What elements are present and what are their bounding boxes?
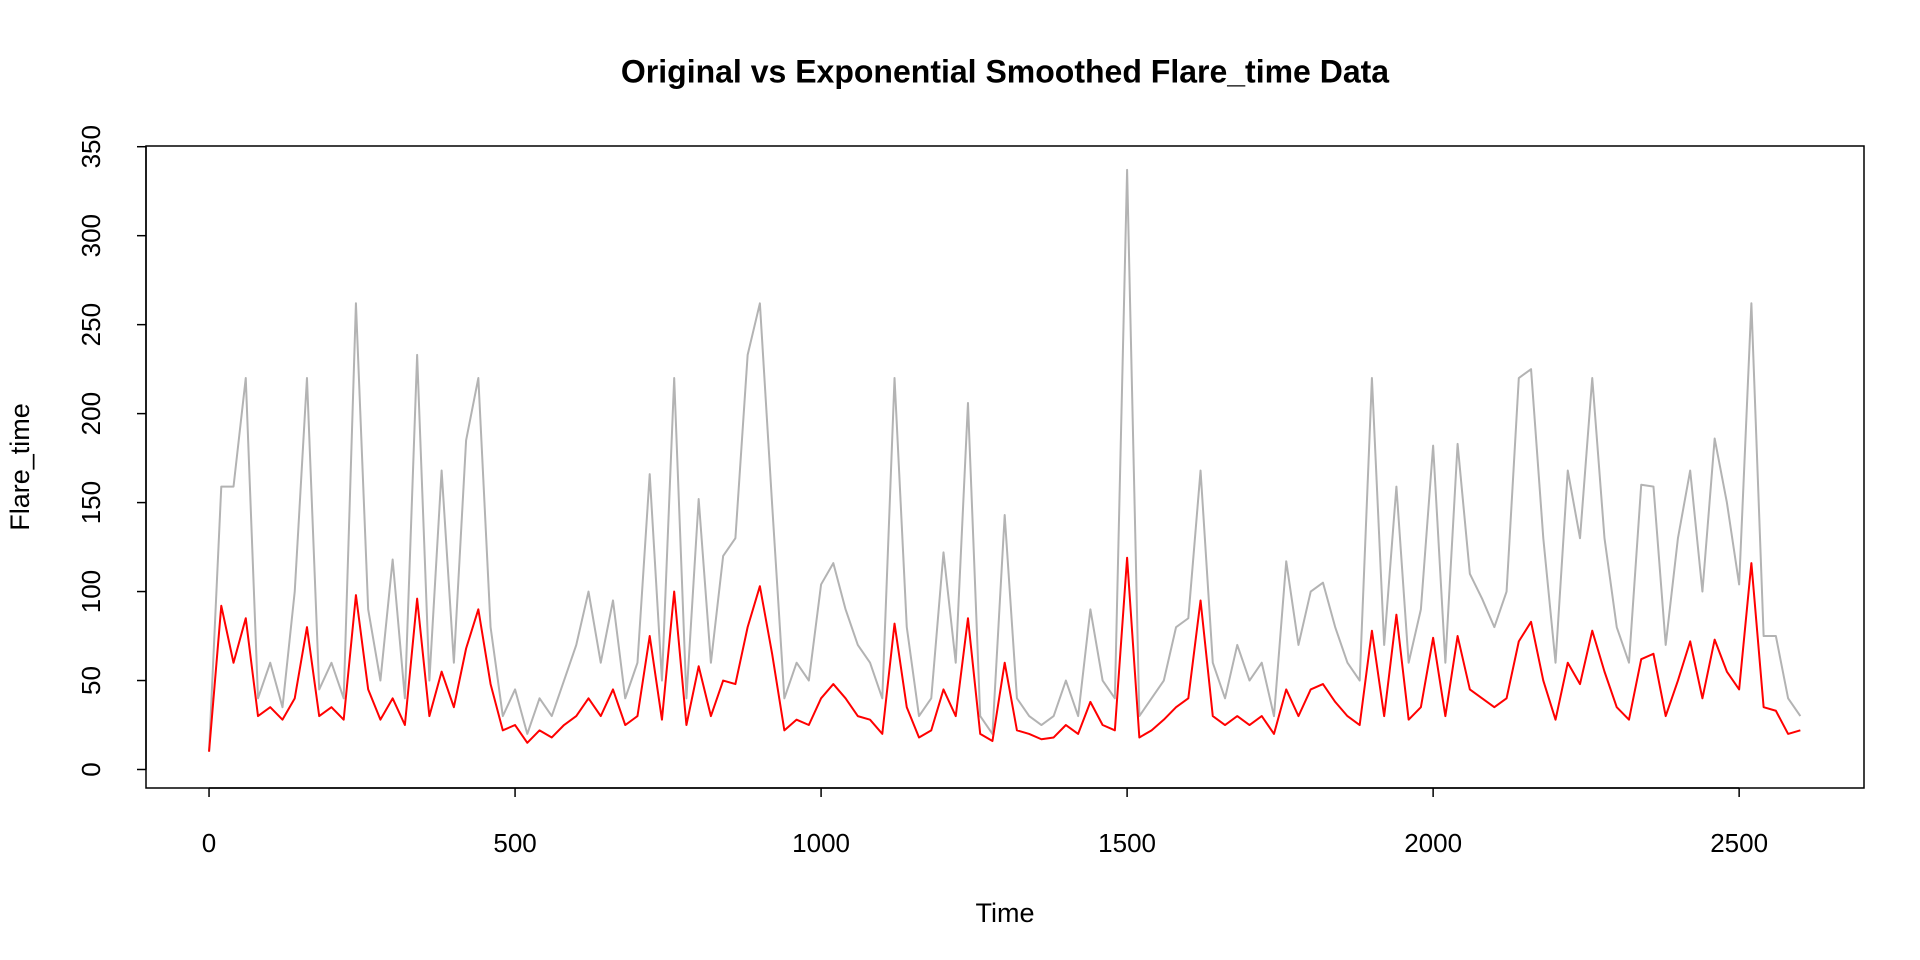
- y-tick-label: 250: [76, 303, 106, 346]
- y-axis-label: Flare_time: [5, 403, 35, 531]
- x-tick-label: 1500: [1098, 828, 1156, 858]
- x-tick-label: 2500: [1710, 828, 1768, 858]
- x-axis-label: Time: [976, 898, 1035, 928]
- y-tick-label: 0: [76, 762, 106, 776]
- y-tick-label: 150: [76, 481, 106, 524]
- chart-title: Original vs Exponential Smoothed Flare_t…: [621, 53, 1389, 89]
- series-line: [208, 556, 1801, 752]
- x-tick-label: 2000: [1404, 828, 1462, 858]
- series-line: [208, 168, 1802, 752]
- y-tick-label: 300: [76, 214, 106, 257]
- y-tick-label: 50: [76, 666, 106, 695]
- y-tick-label: 100: [76, 570, 106, 613]
- y-tick-label: 350: [76, 125, 106, 168]
- x-tick-label: 0: [202, 828, 216, 858]
- y-tick-label: 200: [76, 392, 106, 435]
- x-tick-label: 500: [493, 828, 536, 858]
- x-tick-label: 1000: [792, 828, 850, 858]
